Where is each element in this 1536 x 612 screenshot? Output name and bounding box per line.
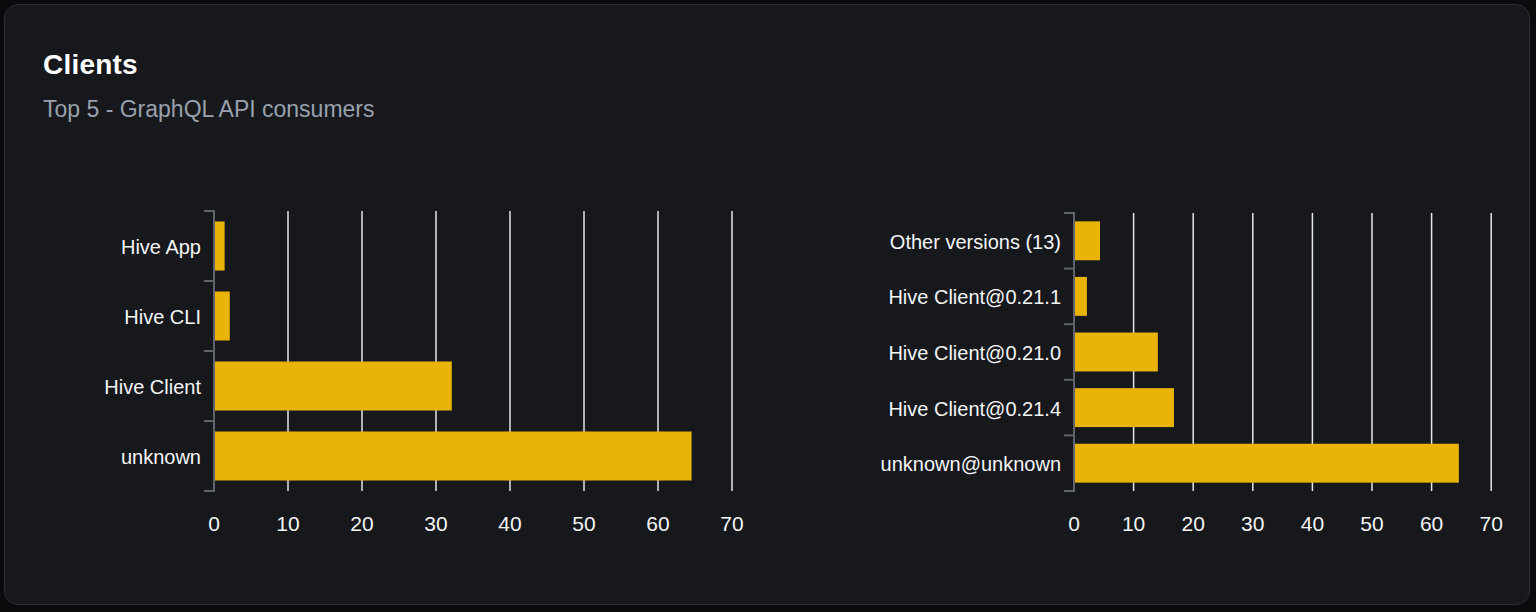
bar-Hive Client[interactable] (215, 362, 452, 411)
clients-by-name-plot: Hive App Hive CLI Hive Client unknown 0 10 20 3… (31, 193, 761, 553)
x-tick-label: 0 (208, 512, 220, 535)
x-tick-label: 40 (1301, 512, 1324, 535)
card-title: Clients (43, 49, 138, 81)
bar-Hive CLI[interactable] (215, 292, 230, 341)
category-label: Hive Client@0.21.0 (888, 342, 1061, 364)
x-tick-label: 70 (720, 512, 743, 535)
x-tick-label: 50 (1360, 512, 1383, 535)
x-tick-label: 50 (572, 512, 595, 535)
bar-Hive App[interactable] (215, 222, 225, 271)
category-label: Hive Client@0.21.4 (888, 398, 1061, 420)
bar-Other versions (13)[interactable] (1075, 221, 1100, 260)
category-label: Hive CLI (124, 306, 201, 328)
bar-Hive Client@0.21.0[interactable] (1075, 333, 1158, 372)
bar-unknown[interactable] (215, 432, 692, 481)
category-label: Hive Client (104, 376, 201, 398)
x-tick-label: 20 (350, 512, 373, 535)
x-tick-label: 10 (1122, 512, 1145, 535)
clients-card: Clients Top 5 - GraphQL API consumers Hi… (4, 4, 1530, 605)
category-label: unknown@unknown (881, 453, 1061, 475)
bar-Hive Client@0.21.1[interactable] (1075, 277, 1087, 316)
x-tick-label: 60 (646, 512, 669, 535)
category-label: Other versions (13) (890, 231, 1061, 253)
category-label: Hive App (121, 236, 201, 258)
page-root: { "card": { "title": "Clients", "subtitl… (0, 0, 1536, 612)
x-tick-label: 30 (424, 512, 447, 535)
x-tick-label: 70 (1480, 512, 1503, 535)
card-subtitle: Top 5 - GraphQL API consumers (43, 96, 375, 123)
category-label: unknown (121, 446, 201, 468)
x-tick-label: 20 (1182, 512, 1205, 535)
clients-by-name-chart: Hive App Hive CLI Hive Client unknown 0 10 20 3… (31, 193, 761, 553)
bar-unknown@unknown[interactable] (1075, 444, 1459, 483)
category-label: Hive Client@0.21.1 (888, 286, 1061, 308)
x-tick-label: 60 (1420, 512, 1443, 535)
clients-by-version-chart: Other versions (13) Hive Client@0.21.1 Hiv… (791, 193, 1507, 553)
bar-Hive Client@0.21.4[interactable] (1075, 388, 1174, 427)
clients-by-version-plot: Other versions (13) Hive Client@0.21.1 Hiv… (791, 193, 1507, 553)
x-tick-label: 10 (276, 512, 299, 535)
x-tick-label: 0 (1068, 512, 1080, 535)
x-tick-label: 40 (498, 512, 521, 535)
x-tick-label: 30 (1241, 512, 1264, 535)
